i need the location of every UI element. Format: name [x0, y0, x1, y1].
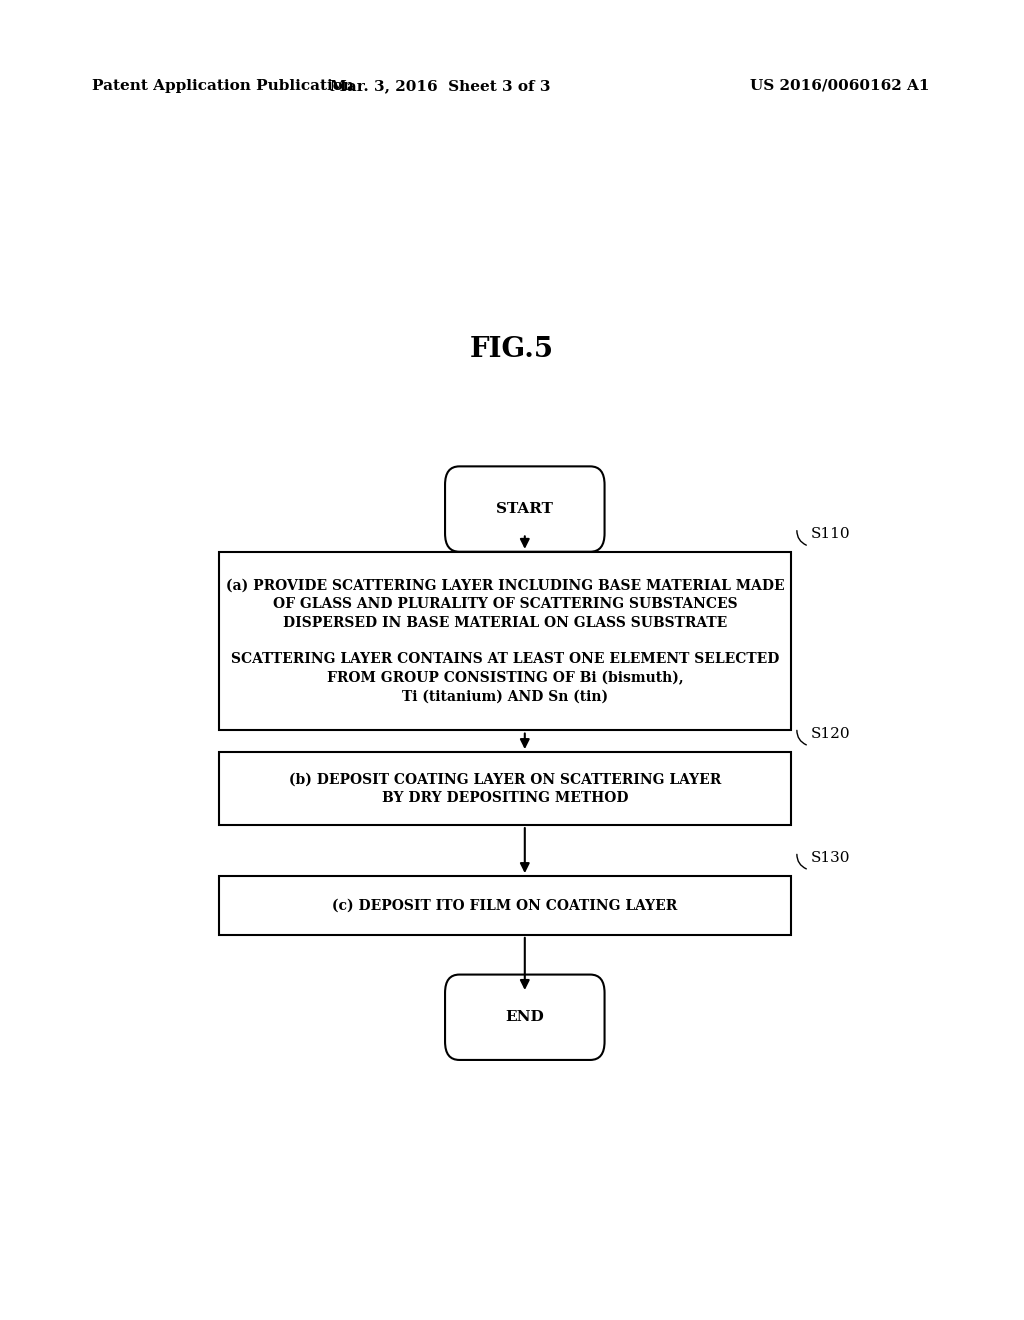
- FancyBboxPatch shape: [445, 974, 604, 1060]
- Text: Mar. 3, 2016  Sheet 3 of 3: Mar. 3, 2016 Sheet 3 of 3: [330, 79, 551, 92]
- Text: (a) PROVIDE SCATTERING LAYER INCLUDING BASE MATERIAL MADE
OF GLASS AND PLURALITY: (a) PROVIDE SCATTERING LAYER INCLUDING B…: [225, 579, 784, 704]
- Bar: [219, 876, 791, 935]
- Text: (b) DEPOSIT COATING LAYER ON SCATTERING LAYER
BY DRY DEPOSITING METHOD: (b) DEPOSIT COATING LAYER ON SCATTERING …: [289, 772, 721, 805]
- Text: Patent Application Publication: Patent Application Publication: [92, 79, 354, 92]
- Text: S130: S130: [811, 850, 850, 865]
- Bar: [219, 552, 791, 730]
- Text: S110: S110: [811, 527, 850, 541]
- Text: S120: S120: [811, 727, 850, 741]
- Text: START: START: [497, 502, 553, 516]
- Text: US 2016/0060162 A1: US 2016/0060162 A1: [750, 79, 930, 92]
- FancyBboxPatch shape: [445, 466, 604, 552]
- Bar: [219, 752, 791, 825]
- Text: (c) DEPOSIT ITO FILM ON COATING LAYER: (c) DEPOSIT ITO FILM ON COATING LAYER: [333, 899, 678, 912]
- Text: FIG.5: FIG.5: [470, 337, 554, 363]
- Text: END: END: [506, 1010, 544, 1024]
